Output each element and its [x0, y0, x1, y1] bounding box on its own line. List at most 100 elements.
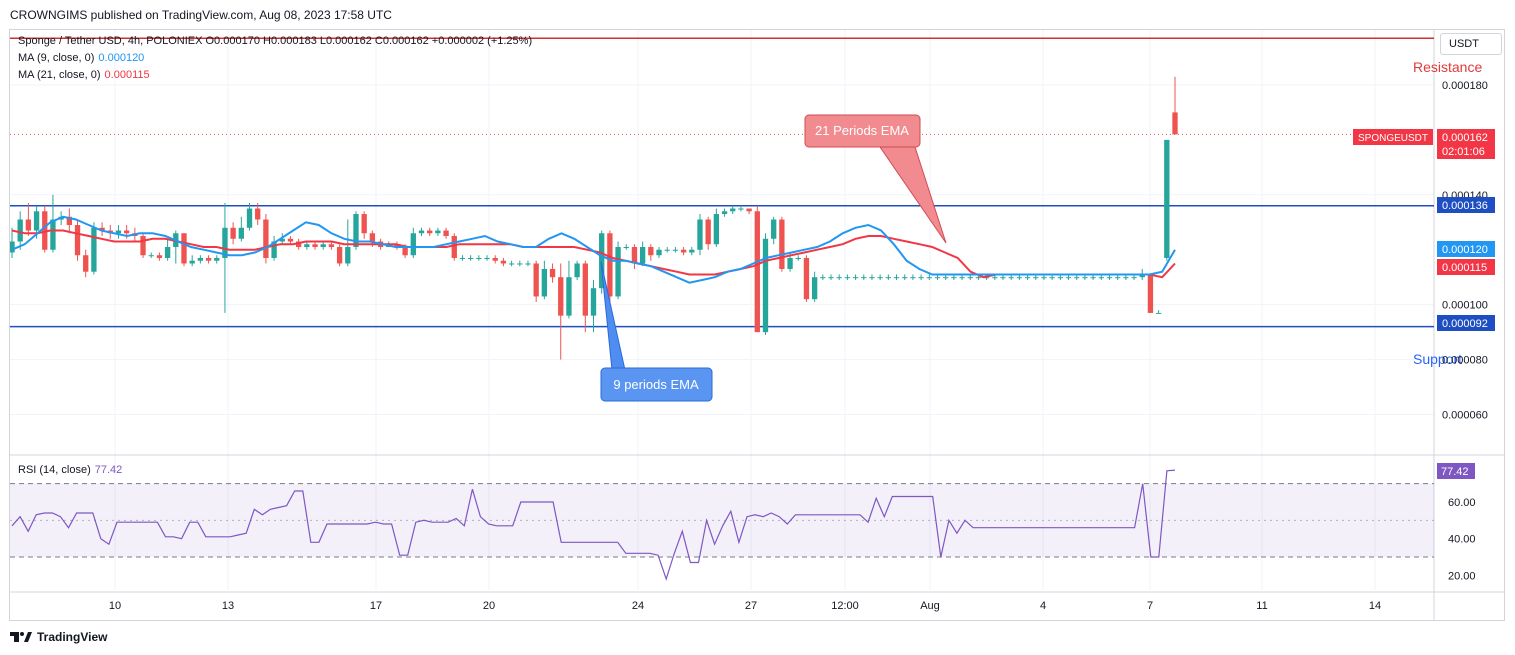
candle-body [828, 277, 834, 279]
candle-body [697, 219, 703, 250]
rsi-legend-value: 77.42 [94, 464, 123, 476]
candle-body [1139, 274, 1145, 278]
candle-body [353, 214, 359, 247]
candle-body [918, 277, 924, 279]
resistance-price-text: 0.000136 [1442, 200, 1488, 212]
candle-body [427, 230, 433, 234]
candle-body [1057, 277, 1063, 279]
candle-body [484, 257, 490, 259]
candle-body [1098, 277, 1104, 279]
candle-body [885, 277, 892, 279]
candle-body [983, 277, 990, 279]
ma21-legend-value: 0.000115 [104, 69, 150, 81]
candle-body [1016, 277, 1023, 279]
last-price-text: 0.000162 [1442, 132, 1488, 144]
candle-body [967, 277, 973, 279]
rsi-axis[interactable]: 60.00 40.00 20.00 [1448, 497, 1476, 582]
candle-body [25, 219, 32, 231]
time-axis[interactable]: 10 13 17 20 24 27 12:00 Aug 4 7 11 14 [109, 600, 1381, 612]
candle-body [246, 208, 253, 228]
ema21-callout[interactable]: 21 Periods EMA [804, 114, 947, 244]
rsi-line [11, 469, 1176, 581]
candle-body [66, 216, 72, 226]
candle-body [1106, 277, 1113, 279]
candle-body [451, 236, 457, 258]
ma21-legend[interactable]: MA (21, close, 0) 0.000115 [18, 69, 150, 81]
symbol-tag-text: SPONGEUSDT [1358, 133, 1428, 144]
rsi-tag-text: 77.42 [1441, 466, 1469, 478]
candle-body [820, 277, 826, 279]
ma9-legend[interactable]: MA (9, close, 0) 0.000120 [18, 52, 144, 64]
time-tick-label: 7 [1147, 600, 1153, 612]
candle-body [558, 277, 564, 316]
candle-body [975, 277, 982, 279]
time-tick-label: 24 [632, 600, 644, 612]
candle-body [320, 244, 326, 247]
candle-body [713, 214, 720, 245]
candle-body [877, 277, 883, 279]
candle-body [787, 257, 793, 269]
rsi-legend[interactable]: RSI (14, close) 77.42 [18, 464, 122, 476]
candle-body [746, 208, 752, 212]
candle-body [803, 257, 810, 300]
candle-body [1074, 277, 1080, 279]
candle-body [869, 277, 875, 279]
candle-body [959, 277, 965, 279]
candle-body [443, 230, 449, 237]
candle-body [680, 249, 687, 253]
candle-body [255, 208, 261, 220]
candle-body [1033, 277, 1039, 279]
candle-body [394, 244, 400, 247]
candle-body [754, 211, 760, 333]
candle-body [459, 257, 466, 259]
time-tick-label: 13 [222, 600, 234, 612]
candle-body [115, 230, 122, 234]
time-tick-label: 14 [1369, 600, 1381, 612]
candle-body [648, 246, 654, 256]
candle-body [99, 227, 105, 231]
currency-button[interactable]: USDT [1440, 33, 1502, 55]
candle-body [992, 277, 998, 279]
candle-body [1065, 277, 1072, 279]
time-tick-label: 4 [1040, 600, 1046, 612]
candle-body [238, 227, 244, 239]
time-tick-label: 12:00 [831, 600, 859, 612]
candle-body [672, 249, 679, 251]
candle-body [582, 263, 588, 316]
candle-body [738, 208, 744, 210]
time-tick-label: 27 [745, 600, 757, 612]
candle-body [74, 225, 81, 256]
candle-body [590, 288, 597, 316]
candle-body [1164, 139, 1170, 258]
symbol-ohlc-text: Sponge / Tether USD, 4h, POLONIEX O0.000… [18, 35, 533, 47]
countdown-text: 02:01:06 [1442, 146, 1485, 158]
candle-body [304, 244, 310, 247]
price-tick-label: 0.000060 [1442, 410, 1488, 422]
time-tick-label: 10 [109, 600, 121, 612]
ma9-price-text: 0.000120 [1442, 244, 1488, 256]
candle-body [951, 277, 957, 279]
candle-body [1155, 312, 1162, 314]
ema9-callout[interactable]: 9 periods EMA [600, 261, 713, 402]
symbol-price-tag: SPONGEUSDT [1353, 129, 1433, 145]
candle-body [795, 257, 801, 259]
time-tick-label: 20 [483, 600, 495, 612]
candle-body [926, 277, 932, 279]
candle-body [1131, 277, 1137, 279]
candle-body [721, 211, 728, 215]
candle-body [705, 219, 711, 245]
candle-body [83, 255, 89, 272]
ma21-price-text: 0.000115 [1442, 262, 1487, 274]
candle-body [205, 257, 212, 261]
time-tick-label: 17 [370, 600, 382, 612]
candle-body [861, 277, 867, 279]
candle-body [1090, 277, 1096, 279]
candle-body [730, 208, 736, 212]
candle-body [844, 277, 851, 279]
candle-body [1024, 277, 1031, 279]
tradingview-footer: TradingView [10, 630, 107, 644]
candle-body [140, 236, 146, 256]
candle-body [893, 277, 900, 279]
